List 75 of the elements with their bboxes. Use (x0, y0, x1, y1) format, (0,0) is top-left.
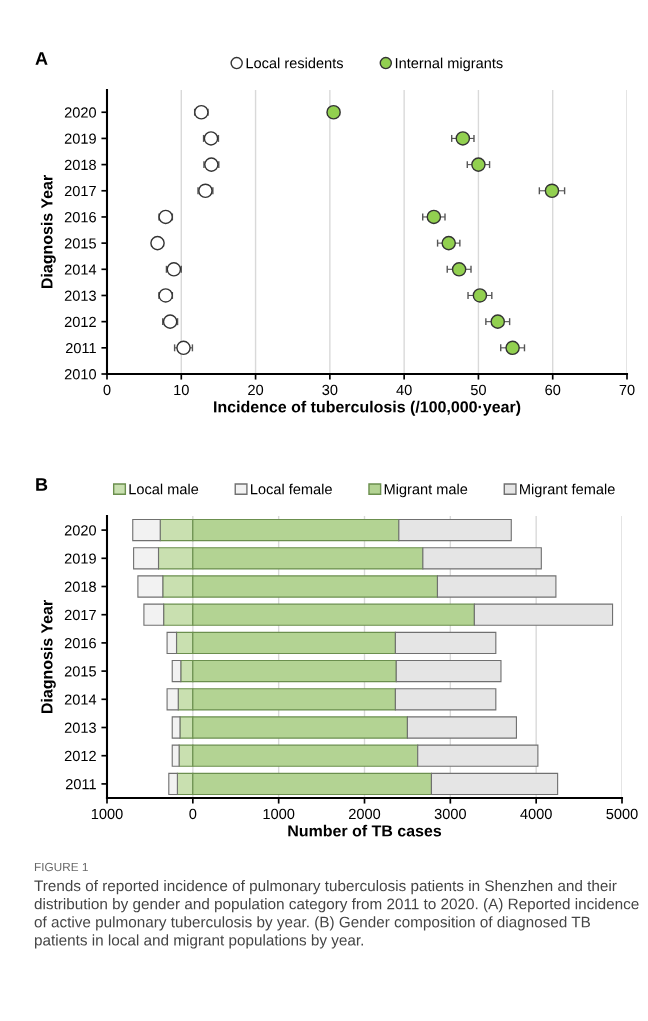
x-tick-label: 4000 (520, 808, 552, 820)
x-tick-label: 0 (103, 384, 111, 396)
bar (166, 631, 178, 655)
x-tick-label: 70 (619, 384, 635, 396)
y-tick-label: 2019 (64, 133, 96, 144)
point (326, 104, 341, 120)
bar (171, 716, 181, 739)
y-tick-label: 2019 (64, 553, 96, 564)
point (198, 183, 213, 199)
y-axis-title: Diagnosis Year (40, 600, 56, 714)
bar (133, 547, 160, 570)
bar (137, 575, 164, 598)
bar (132, 518, 161, 542)
x-tick-label: 0 (189, 808, 197, 820)
y-tick-label: 2014 (64, 694, 97, 705)
legend-label: Migrant female (520, 483, 615, 498)
legend-label: Local residents (246, 57, 343, 69)
bar (171, 659, 182, 683)
y-tick-label: 2020 (64, 107, 97, 118)
x-tick-label: 20 (248, 384, 264, 396)
x-tick-label: 1000 (91, 808, 123, 820)
x-tick-label: 3000 (434, 808, 466, 820)
y-tick-label: 2016 (64, 638, 96, 649)
bar (171, 744, 180, 767)
x-tick-label: 5000 (606, 808, 638, 820)
x-tick-label: 30 (322, 384, 338, 396)
caption: FIGURE 1 (34, 862, 88, 872)
point (194, 104, 209, 120)
y-tick-label: 2018 (64, 159, 96, 171)
point (505, 340, 520, 356)
y-tick-label: 2018 (64, 581, 96, 592)
y-tick-label: 2017 (64, 185, 96, 197)
legend-label: Migrant male (384, 483, 468, 498)
y-tick-label: 2020 (64, 525, 97, 536)
point (204, 157, 219, 172)
point (544, 183, 560, 199)
chart-title: B (36, 478, 48, 491)
point (490, 314, 506, 329)
point (471, 157, 486, 172)
point (441, 235, 456, 251)
y-tick-label: 2012 (64, 750, 96, 762)
text: Trends of reported incidence of pulmonary tuberculosis patients in Shenzhen and their distribution by gender and population category from 2011 to 2020. (A) Reported incidence of active pulmonary tuberculosis by year. (B) Gender composition of diagnosed TB patients in local and migrant populations by year. (34, 880, 639, 949)
legend-label: Local female (251, 483, 332, 495)
y-tick-label: 2014 (64, 264, 97, 275)
x-tick-label: 1000 (263, 808, 295, 820)
bar (166, 688, 179, 711)
chart-title: A (35, 52, 48, 65)
y-tick-label: 2015 (64, 238, 96, 249)
y-tick-label: 2013 (64, 290, 96, 301)
x-axis-title: Number of TB cases (288, 824, 442, 837)
point (455, 131, 471, 146)
y-tick-label: 2011 (65, 342, 96, 354)
point (472, 288, 488, 303)
x-tick-label: 50 (470, 384, 486, 396)
point (166, 262, 182, 277)
x-tick-label: 40 (396, 384, 412, 396)
x-axis-title: Incidence of tuberculosis (/100,000·year) (214, 400, 521, 416)
y-tick-label: 2010 (64, 369, 97, 380)
bar (143, 603, 165, 626)
y-tick-label: 2017 (64, 609, 96, 621)
point (426, 209, 442, 225)
y-tick-label: 2016 (64, 212, 96, 223)
y-tick-label: 2012 (64, 316, 96, 328)
x-tick-label: 2000 (349, 808, 381, 820)
y-tick-label: 2015 (64, 666, 96, 677)
y-axis-title: Diagnosis Year (40, 175, 56, 289)
y-tick-label: 2013 (64, 722, 96, 733)
legend-label: Local male (129, 483, 199, 495)
x-tick-label: 60 (545, 384, 561, 396)
point (451, 262, 467, 277)
point (176, 340, 191, 356)
x-tick-label: 10 (174, 384, 189, 396)
y-tick-label: 2011 (65, 779, 96, 790)
legend-label: Internal migrants (395, 57, 503, 72)
bar (168, 772, 178, 796)
